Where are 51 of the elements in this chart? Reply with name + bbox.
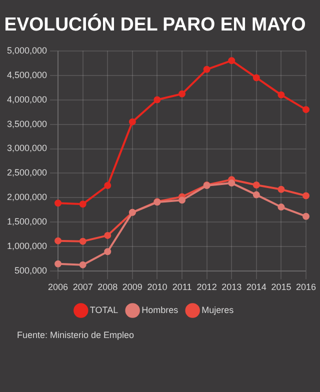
- x-tick-label: 2006: [48, 282, 68, 292]
- point: [252, 191, 260, 198]
- x-tick-label: 2009: [122, 282, 142, 292]
- y-tick-label: 5,000,000: [6, 45, 48, 56]
- point: [79, 238, 86, 245]
- point: [54, 260, 62, 268]
- y-tick-label: 2,500,000: [6, 168, 48, 178]
- point: [278, 91, 285, 98]
- y-tick-label: 2,000,000: [6, 192, 48, 202]
- point: [252, 182, 260, 188]
- y-tick-label: 3,000,000: [6, 143, 48, 154]
- x-tick-label: 2016: [296, 282, 316, 292]
- legend-label: Mujeres: [202, 304, 234, 315]
- point: [54, 237, 62, 244]
- x-tick-label: 2014: [246, 282, 266, 292]
- y-tick-label: 4,000,000: [6, 94, 48, 104]
- point: [302, 212, 310, 220]
- point: [252, 74, 260, 82]
- point: [203, 66, 210, 73]
- source-note: Fuente: Ministerio de Empleo: [17, 330, 134, 340]
- point: [154, 96, 161, 104]
- point: [302, 106, 310, 114]
- y-tick-label: 4,500,000: [6, 70, 48, 80]
- point: [278, 186, 285, 193]
- legend-label: TOTAL: [90, 304, 118, 315]
- y-tick-label: 3,500,000: [6, 118, 48, 129]
- x-tick-label: 2011: [172, 282, 192, 292]
- x-tick-label: 2013: [222, 282, 242, 292]
- point: [79, 261, 86, 268]
- point: [178, 90, 186, 98]
- point: [104, 182, 112, 189]
- point: [178, 196, 186, 204]
- x-tick-label: 2015: [271, 282, 292, 292]
- y-tick-label: 1,000,000: [6, 241, 48, 252]
- chart-title: EVOLUCIÓN DEL PARO EN MAYO: [4, 13, 306, 35]
- point: [302, 192, 310, 200]
- point: [54, 200, 62, 207]
- y-tick-label: 500,000: [14, 266, 48, 276]
- point: [228, 180, 236, 187]
- point: [79, 200, 86, 208]
- point: [104, 248, 112, 256]
- x-tick-label: 2007: [72, 282, 93, 292]
- legend-label: Hombres: [142, 304, 179, 315]
- point: [228, 57, 236, 64]
- x-tick-label: 2010: [147, 282, 168, 292]
- x-tick-label: 2012: [196, 282, 217, 292]
- y-tick-label: 1,500,000: [6, 216, 48, 227]
- x-tick-label: 2008: [98, 282, 118, 292]
- point: [104, 232, 112, 239]
- point: [128, 118, 136, 126]
- point: [278, 204, 285, 211]
